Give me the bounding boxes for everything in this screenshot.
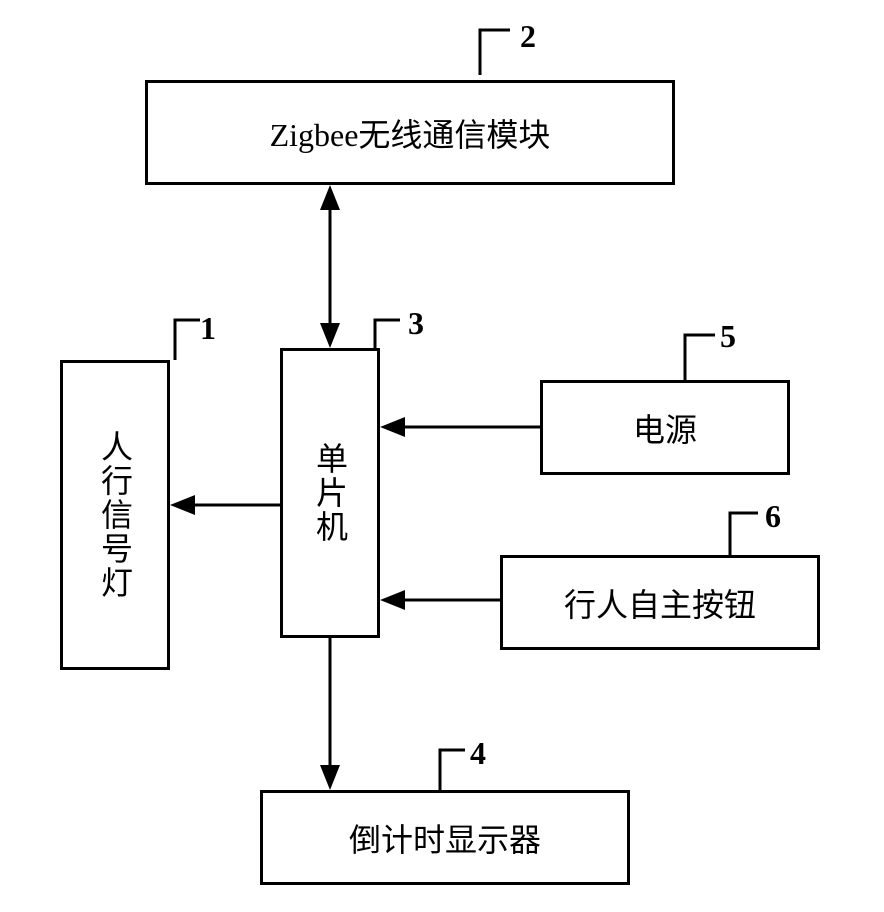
node-countdown: 倒计时显示器 <box>260 790 630 885</box>
node-power: 电源 <box>540 380 790 475</box>
node-mcu: 单片机 <box>280 348 380 638</box>
arrowhead-left-icon <box>380 590 405 610</box>
arrowhead-left-icon <box>170 495 195 515</box>
label-4: 4 <box>470 735 486 772</box>
label-1: 1 <box>200 310 216 347</box>
node-label: 单片机 <box>307 442 353 544</box>
label-3: 3 <box>408 305 424 342</box>
arrowhead-down-icon <box>320 765 340 790</box>
node-zigbee: Zigbee无线通信模块 <box>145 80 675 185</box>
label-2: 2 <box>520 18 536 55</box>
label-6: 6 <box>765 498 781 535</box>
node-label: Zigbee无线通信模块 <box>270 110 551 156</box>
arrowhead-up-icon <box>320 185 340 210</box>
arrowhead-left-icon <box>380 417 405 437</box>
node-label: 倒计时显示器 <box>349 815 541 861</box>
label-5: 5 <box>720 318 736 355</box>
node-button: 行人自主按钮 <box>500 555 820 650</box>
arrowhead-down-icon <box>320 323 340 348</box>
node-label: 人行信号灯 <box>92 430 138 600</box>
node-pedestrian-signal: 人行信号灯 <box>60 360 170 670</box>
node-label: 行人自主按钮 <box>564 580 756 626</box>
node-label: 电源 <box>633 405 697 451</box>
